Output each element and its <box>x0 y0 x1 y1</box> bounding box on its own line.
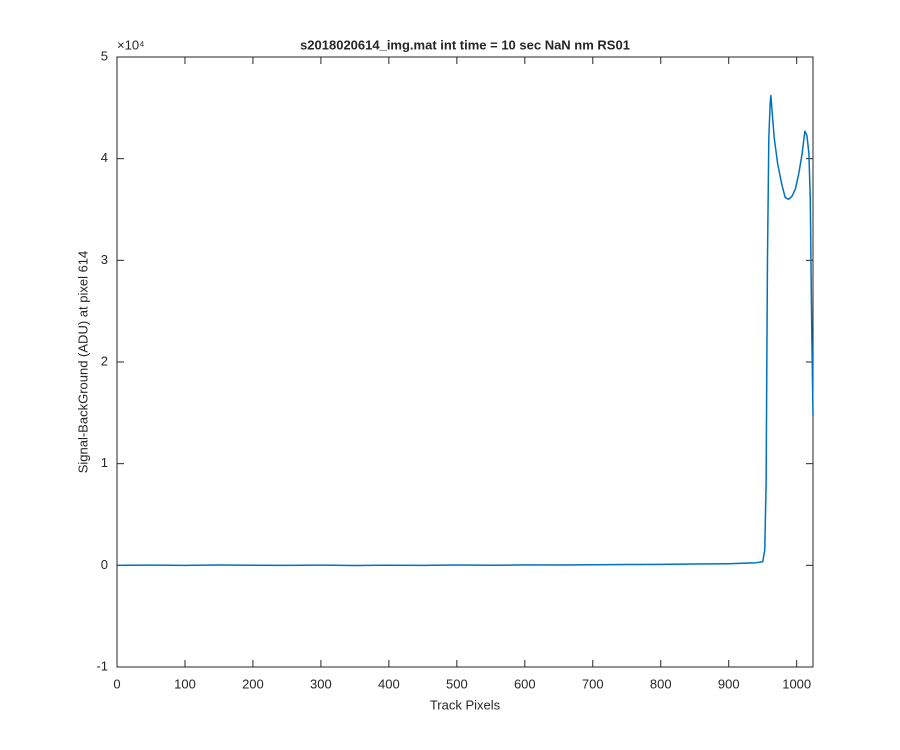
x-tick-label: 100 <box>174 676 196 691</box>
data-line <box>117 94 814 567</box>
x-tick-label: 1000 <box>782 676 811 691</box>
x-tick-label: 300 <box>310 676 332 691</box>
x-tick-label: 900 <box>718 676 740 691</box>
x-tick-label: 700 <box>582 676 604 691</box>
x-tick-label: 0 <box>113 676 120 691</box>
plot-area <box>116 56 814 668</box>
chart-title: s2018020614_img.mat int time = 10 sec Na… <box>300 37 630 52</box>
y-tick-label: 0 <box>101 557 108 572</box>
y-tick-label: 2 <box>101 353 108 368</box>
y-tick-label: 3 <box>101 252 108 267</box>
x-tick-label: 800 <box>650 676 672 691</box>
y-axis-label: Signal-BackGround (ADU) at pixel 614 <box>75 251 90 474</box>
y-tick-label: 5 <box>101 48 108 63</box>
x-tick-label: 500 <box>446 676 468 691</box>
y-tick-label: 4 <box>101 150 108 165</box>
y-exponent: ×10⁴ <box>117 37 145 52</box>
y-tick-label: 1 <box>101 455 108 470</box>
x-tick-label: 600 <box>514 676 536 691</box>
y-tick-label: -1 <box>96 658 108 673</box>
x-axis-label: Track Pixels <box>430 697 501 712</box>
x-tick-label: 200 <box>242 676 264 691</box>
x-tick-label: 400 <box>378 676 400 691</box>
